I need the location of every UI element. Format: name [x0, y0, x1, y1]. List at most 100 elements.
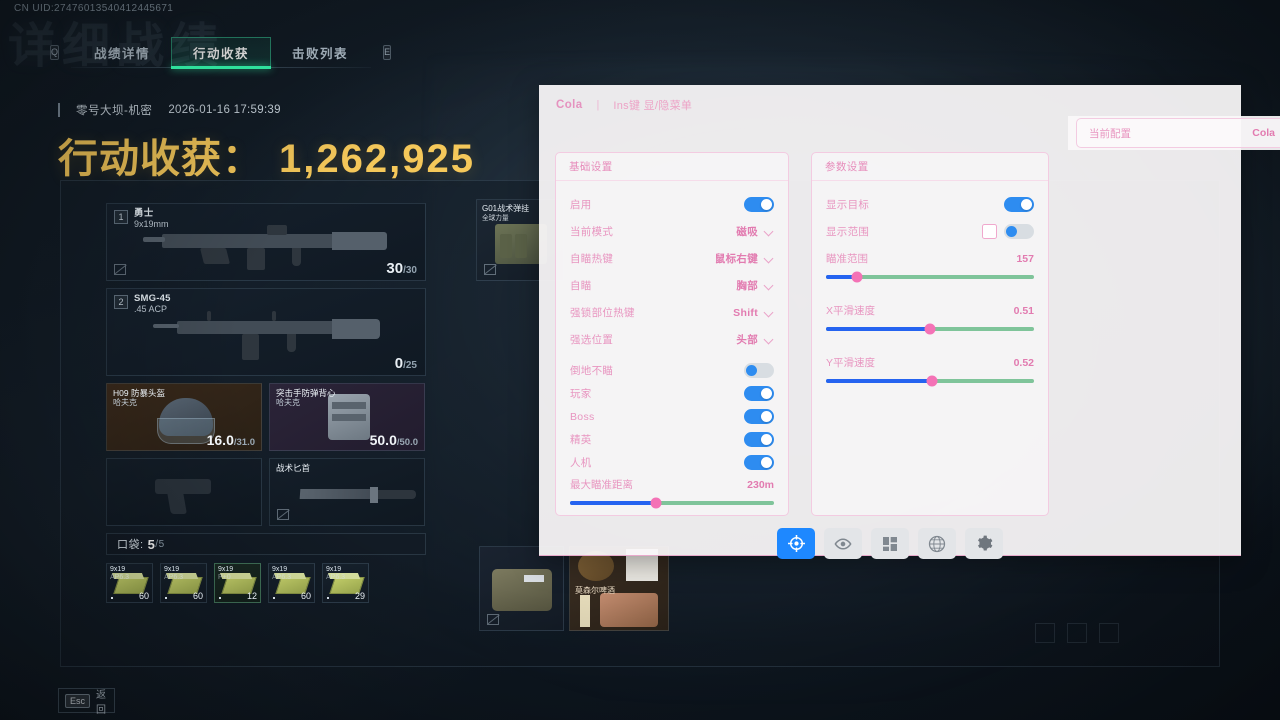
- show-range-toggle[interactable]: [1004, 224, 1034, 239]
- basic-settings-panel: 基础设置 启用 当前模式 磁吸 自瞄热键 鼠标右键: [555, 152, 789, 516]
- config-overlay-window: 当前配置 Cola: [1068, 116, 1280, 150]
- setting-row-show-range[interactable]: 显示范围: [826, 218, 1034, 245]
- rig-name: G01战术弹挂 全球力量: [482, 204, 530, 222]
- no-inspect-icon: [484, 264, 496, 275]
- setting-row-elite[interactable]: 精英: [570, 428, 774, 451]
- param-settings-title: 参数设置: [812, 153, 1048, 181]
- setting-row-boss[interactable]: Boss: [570, 405, 774, 428]
- weapon-1-caliber: 9x19mm: [134, 219, 169, 229]
- players-toggle[interactable]: [744, 386, 774, 401]
- lock-part-hotkey-select[interactable]: Shift: [733, 307, 774, 319]
- setting-row-players[interactable]: 玩家: [570, 382, 774, 405]
- show-target-toggle[interactable]: [1004, 197, 1034, 212]
- aim-target-select[interactable]: 胸部: [736, 278, 774, 293]
- no-aim-downed-toggle[interactable]: [744, 363, 774, 378]
- y-smooth-slider[interactable]: [826, 375, 1034, 387]
- helmet-durability: 16.0/31.0: [206, 432, 255, 448]
- loadout-column: 1 勇士 9x19mm 30/30: [106, 203, 426, 603]
- vest-slot[interactable]: 突击手防弹背心 哈夫克 50.0/50.0: [269, 383, 425, 451]
- current-config-select[interactable]: Cola: [1252, 127, 1275, 139]
- header-divider: |: [596, 99, 600, 111]
- aim-hotkey-select[interactable]: 鼠标右键: [715, 251, 774, 266]
- weapon-2-caliber: .45 ACP: [134, 304, 168, 314]
- gains-value: 1,262,925: [279, 137, 475, 181]
- setting-row-aim-target[interactable]: 自瞄 胸部: [570, 272, 774, 299]
- y-smooth-value: 0.52: [1013, 356, 1034, 369]
- ammo-slot[interactable]: 9x19 AP6.3 60: [160, 563, 207, 603]
- helmet-slot[interactable]: H09 防暴头盔 哈夫克 16.0/31.0: [106, 383, 262, 451]
- setting-row-aim-hotkey[interactable]: 自瞄热键 鼠标右键: [570, 245, 774, 272]
- x-smooth-slider[interactable]: [826, 323, 1034, 335]
- vest-durability: 50.0/50.0: [369, 432, 418, 448]
- enable-toggle[interactable]: [744, 197, 774, 212]
- ammo-slot[interactable]: 9x19 P+0 12: [214, 563, 261, 603]
- bots-toggle[interactable]: [744, 455, 774, 470]
- tab-operation-gains[interactable]: 行动收获: [171, 36, 272, 69]
- weapon-2-name: SMG-45 .45 ACP: [134, 293, 171, 314]
- forced-position-select[interactable]: 头部: [736, 332, 774, 347]
- toggle-menu-hint: Ins键 显/隐菜单: [613, 100, 693, 112]
- gear-icon: [977, 535, 992, 551]
- chevron-down-icon: [765, 254, 774, 263]
- chevron-down-icon: [765, 281, 774, 290]
- gains-label: 行动收获：: [58, 137, 263, 181]
- ammo-slot[interactable]: 9x19 AP6.3 60: [106, 563, 153, 603]
- ammo-qty: 60: [300, 591, 311, 601]
- ammo-slot[interactable]: 9x19 AP6.3 29: [322, 563, 369, 603]
- key-hint-next[interactable]: E: [383, 44, 392, 60]
- pistol-slot[interactable]: [106, 458, 262, 526]
- melee-slot[interactable]: 战术匕首: [269, 458, 425, 526]
- chevron-down-icon: [765, 335, 774, 344]
- setting-row-no-aim-downed[interactable]: 倒地不瞄: [570, 359, 774, 382]
- setting-row-forced-position[interactable]: 强选位置 头部: [570, 326, 774, 353]
- melee-name: 战术匕首: [276, 463, 311, 473]
- weapon-1-index: 1: [114, 210, 128, 224]
- setting-row-bots[interactable]: 人机: [570, 451, 774, 474]
- show-range-color-swatch[interactable]: [982, 224, 997, 239]
- operation-timestamp: 2026-01-16 17:59:39: [168, 104, 281, 116]
- ammo-qty: 12: [246, 591, 257, 601]
- no-inspect-icon: [114, 264, 126, 275]
- tool-items-button[interactable]: [871, 528, 909, 559]
- chevron-down-icon: [765, 308, 774, 317]
- aim-range-slider[interactable]: [826, 271, 1034, 283]
- tool-esp-button[interactable]: [824, 528, 862, 559]
- max-aim-distance-slider[interactable]: [570, 497, 774, 509]
- current-config-row[interactable]: 当前配置 Cola: [1076, 118, 1280, 148]
- tabs: 战绩详情 行动收获 击败列表: [71, 36, 372, 69]
- tool-aimbot-button[interactable]: [777, 528, 815, 559]
- setting-row-show-target[interactable]: 显示目标: [826, 191, 1034, 218]
- tab-bar: Q 战绩详情 行动收获 击败列表 E: [50, 36, 392, 69]
- ammo-slot[interactable]: 9x19 AP6.3 60: [268, 563, 315, 603]
- current-mode-select[interactable]: 磁吸: [736, 224, 774, 239]
- radar-icon: [928, 535, 946, 552]
- key-hint-prev[interactable]: Q: [50, 44, 60, 60]
- blocks-icon: [883, 536, 897, 551]
- weapon-slot-1[interactable]: 1 勇士 9x19mm 30/30: [106, 203, 426, 281]
- elite-toggle[interactable]: [744, 432, 774, 447]
- ammo-type: 9x19 AP6.3: [272, 566, 292, 581]
- no-inspect-icon: [487, 614, 499, 625]
- aim-range-header: 瞄准范围 157: [826, 252, 1034, 266]
- tool-radar-button[interactable]: [918, 528, 956, 559]
- current-config-label: 当前配置: [1089, 127, 1131, 140]
- meta-accent-bar: [58, 103, 60, 117]
- setting-row-lock-part-hotkey[interactable]: 强锁部位热键 Shift: [570, 299, 774, 326]
- weapon-slot-2[interactable]: 2 SMG-45 .45 ACP 0/25: [106, 288, 426, 376]
- boss-toggle[interactable]: [744, 409, 774, 424]
- tab-battle-details[interactable]: 战绩详情: [94, 46, 151, 61]
- back-button[interactable]: Esc 返回: [58, 688, 115, 716]
- ammo-type: 9x19 P+0: [218, 566, 234, 581]
- basic-settings-title: 基础设置: [556, 153, 788, 181]
- setting-row-current-mode[interactable]: 当前模式 磁吸: [570, 218, 774, 245]
- setting-row-enable[interactable]: 启用: [570, 191, 774, 218]
- x-smooth-value: 0.51: [1013, 304, 1034, 317]
- tool-settings-button[interactable]: [965, 528, 1003, 559]
- ammo-row: 9x19 AP6.3 60 9x19 AP6.3 60 9x19 P+0 12: [106, 563, 426, 603]
- ammo-qty: 29: [354, 591, 365, 601]
- ammo-type: 9x19 AP6.3: [164, 566, 184, 581]
- ammo-type: 9x19 AP6.3: [326, 566, 346, 581]
- weapon-1-name: 勇士 9x19mm: [134, 208, 169, 229]
- player-uid: CN UID:27476013540412445671: [14, 3, 174, 14]
- tab-kill-list[interactable]: 击败列表: [292, 46, 349, 61]
